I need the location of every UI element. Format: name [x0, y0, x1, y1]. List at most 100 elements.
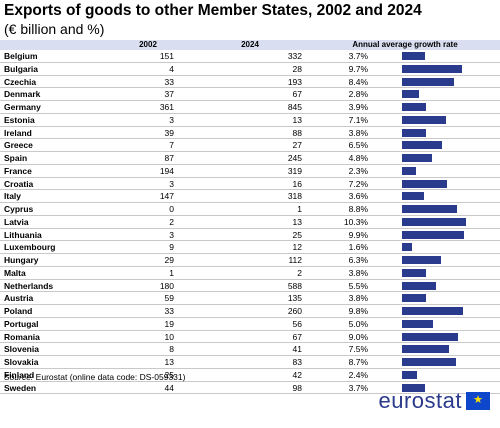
country-cell: Netherlands — [4, 280, 54, 291]
country-cell: Slovakia — [4, 357, 39, 367]
table-row: Germany 361 845 3.9% — [0, 101, 500, 114]
value-2002-cell: 29 — [164, 255, 174, 265]
country-cell: Cyprus — [4, 204, 34, 214]
country-cell: Malta — [4, 267, 26, 278]
growth-rate-cell: 5.0% — [348, 318, 368, 329]
country-cell: Italy — [4, 191, 22, 202]
country-cell: Greece — [4, 140, 33, 151]
chart-subtitle: (€ billion and %) — [4, 21, 105, 37]
growth-rate-bar — [402, 358, 457, 366]
value-2024-cell: 67 — [292, 89, 302, 100]
value-2024-cell: 42 — [292, 369, 302, 380]
value-2002-cell: 4 — [169, 63, 174, 74]
growth-rate-cell: 8.4% — [348, 76, 368, 87]
table-row: Spain 87 245 4.8% — [0, 152, 500, 165]
growth-rate-cell: 10.3% — [343, 216, 368, 227]
value-2024-cell: 319 — [287, 165, 302, 176]
country-cell: Latvia — [4, 216, 29, 227]
table-row: Estonia 3 13 7.1% — [0, 114, 500, 127]
growth-rate-bar — [402, 103, 427, 111]
value-2002-cell: 147 — [159, 191, 174, 202]
value-2024-cell: 135 — [287, 293, 302, 304]
country-cell: Portugal — [4, 318, 39, 329]
country-cell: Belgium — [4, 51, 38, 61]
growth-rate-cell: 8.8% — [348, 204, 368, 214]
value-2002-cell: 7 — [169, 140, 174, 151]
table-row: Greece 7 27 6.5% — [0, 139, 500, 152]
table-row: Luxembourg 9 12 1.6% — [0, 241, 500, 254]
growth-rate-bar — [402, 383, 425, 392]
country-cell: Germany — [4, 102, 41, 112]
country-cell: Czechia — [4, 76, 37, 87]
growth-rate-bar — [402, 52, 425, 60]
growth-rate-bar — [402, 268, 426, 277]
source-label: Source: — [4, 372, 34, 382]
growth-rate-cell: 3.8% — [348, 267, 368, 278]
table-row: Portugal 19 56 5.0% — [0, 318, 500, 331]
value-2024-cell: 16 — [292, 178, 302, 189]
country-cell: Estonia — [4, 114, 35, 125]
value-2002-cell: 361 — [159, 102, 174, 112]
table-row: Austria 59 135 3.8% — [0, 292, 500, 305]
growth-rate-bar — [402, 77, 455, 86]
country-cell: Bulgaria — [4, 63, 39, 74]
growth-rate-cell: 5.5% — [348, 280, 368, 291]
growth-rate-cell: 3.6% — [348, 191, 368, 202]
growth-rate-bar — [402, 281, 437, 290]
growth-rate-bar — [402, 128, 426, 137]
table-row: Croatia 3 16 7.2% — [0, 178, 500, 191]
growth-rate-cell: 9.9% — [348, 229, 368, 240]
table-header: 2002 2024 Annual average growth rate — [0, 40, 500, 50]
value-2002-cell: 2 — [169, 216, 174, 227]
eu-flag-icon — [466, 392, 490, 410]
value-2024-cell: 260 — [287, 306, 302, 316]
value-2002-cell: 3 — [169, 114, 174, 125]
growth-rate-cell: 7.1% — [348, 114, 368, 125]
value-2002-cell: 151 — [159, 51, 174, 61]
growth-rate-cell: 7.5% — [348, 344, 368, 355]
value-2002-cell: 1 — [169, 267, 174, 278]
country-cell: France — [4, 165, 32, 176]
growth-rate-cell: 6.3% — [348, 255, 368, 265]
country-cell: Slovenia — [4, 344, 39, 355]
header-2002: 2002 — [139, 40, 157, 49]
source-note: Source: Eurostat (online data code: DS-0… — [4, 372, 185, 382]
growth-rate-cell: 6.5% — [348, 140, 368, 151]
growth-rate-cell: 9.8% — [348, 306, 368, 316]
value-2024-cell: 112 — [288, 255, 302, 265]
header-2024: 2024 — [241, 40, 259, 49]
country-cell: Poland — [4, 306, 33, 316]
growth-rate-bar — [402, 345, 449, 354]
value-2002-cell: 10 — [164, 331, 174, 342]
value-2002-cell: 9 — [169, 242, 174, 253]
growth-rate-bar — [402, 294, 426, 303]
country-cell: Finland — [4, 369, 35, 380]
value-2024-cell: 67 — [292, 331, 302, 342]
value-2002-cell: 194 — [159, 165, 174, 176]
growth-rate-cell: 9.0% — [348, 331, 368, 342]
table-row: Hungary 29 112 6.3% — [0, 254, 500, 267]
growth-rate-bar — [402, 141, 443, 150]
growth-rate-cell: 9.7% — [348, 63, 368, 74]
growth-rate-cell: 2.3% — [348, 165, 368, 176]
value-2002-cell: 44 — [164, 382, 174, 393]
growth-rate-bar — [402, 230, 464, 239]
table-row: Malta 1 2 3.8% — [0, 267, 500, 280]
value-2002-cell: 3 — [169, 178, 174, 189]
value-2002-cell: 19 — [164, 318, 174, 329]
table-row: Denmark 37 67 2.8% — [0, 88, 500, 101]
value-2002-cell: 39 — [164, 127, 174, 138]
value-2024-cell: 13 — [292, 114, 302, 125]
country-cell: Romania — [4, 331, 40, 342]
table-row: Slovenia 8 41 7.5% — [0, 343, 500, 356]
value-2002-cell: 59 — [164, 293, 174, 304]
growth-rate-bar — [402, 166, 417, 175]
value-2024-cell: 13 — [292, 216, 302, 227]
growth-rate-bar — [402, 115, 447, 124]
growth-rate-bar — [402, 307, 463, 315]
header-growth-rate: Annual average growth rate — [352, 40, 458, 49]
country-cell: Spain — [4, 153, 28, 163]
growth-rate-bar — [402, 154, 432, 162]
value-2002-cell: 33 — [164, 76, 174, 87]
table-row: Netherlands 180 588 5.5% — [0, 280, 500, 293]
